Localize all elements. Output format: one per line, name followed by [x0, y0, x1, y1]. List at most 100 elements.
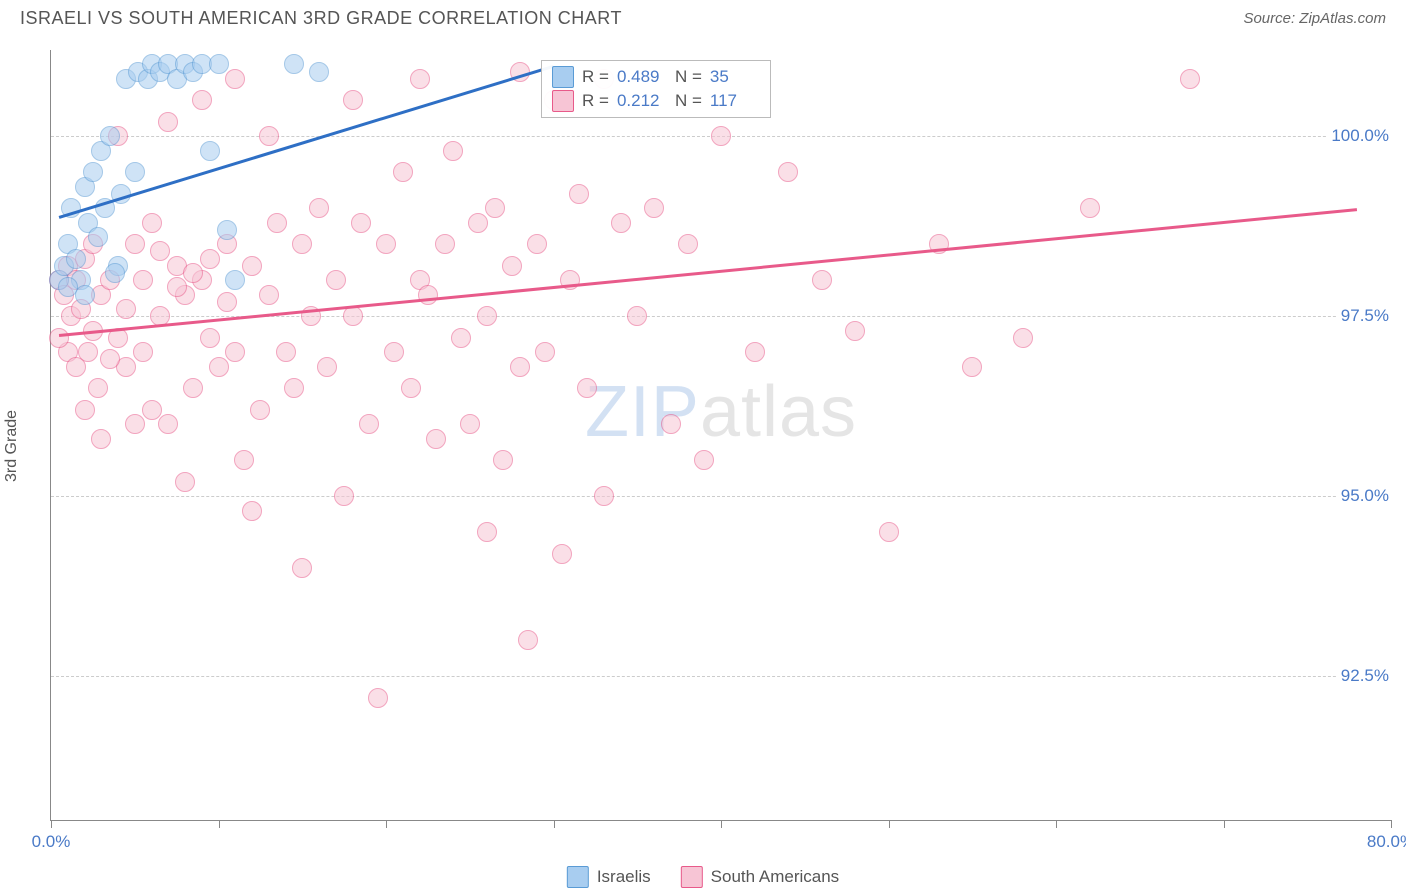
data-point [384, 342, 404, 362]
watermark: ZIPatlas [585, 371, 857, 453]
data-point [1080, 198, 1100, 218]
data-point [343, 90, 363, 110]
legend-label-south-americans: South Americans [711, 867, 840, 887]
data-point [242, 256, 262, 276]
x-tick [1391, 820, 1392, 828]
data-point [217, 292, 237, 312]
data-point [376, 234, 396, 254]
data-point [812, 270, 832, 290]
data-point [326, 270, 346, 290]
stats-n-label: N = [675, 67, 702, 87]
stats-r-value: 0.212 [617, 91, 667, 111]
data-point [577, 378, 597, 398]
data-point [192, 90, 212, 110]
data-point [91, 429, 111, 449]
stats-row: R =0.212N =117 [552, 89, 760, 113]
data-point [477, 522, 497, 542]
x-tick [889, 820, 890, 828]
data-point [284, 378, 304, 398]
data-point [401, 378, 421, 398]
data-point [276, 342, 296, 362]
data-point [292, 234, 312, 254]
data-point [167, 277, 187, 297]
data-point [259, 285, 279, 305]
data-point [158, 414, 178, 434]
data-point [100, 349, 120, 369]
data-point [183, 263, 203, 283]
data-point [661, 414, 681, 434]
stats-n-value: 35 [710, 67, 760, 87]
stats-n-label: N = [675, 91, 702, 111]
data-point [116, 299, 136, 319]
y-tick-label: 92.5% [1337, 666, 1393, 686]
data-point [125, 162, 145, 182]
data-point [158, 112, 178, 132]
data-point [535, 342, 555, 362]
legend-item-israelis: Israelis [567, 866, 651, 888]
data-point [88, 227, 108, 247]
data-point [368, 688, 388, 708]
data-point [426, 429, 446, 449]
legend: Israelis South Americans [567, 866, 839, 888]
data-point [88, 378, 108, 398]
data-point [518, 630, 538, 650]
chart-source: Source: ZipAtlas.com [1243, 10, 1386, 27]
gridline [51, 496, 1391, 497]
data-point [594, 486, 614, 506]
data-point [125, 414, 145, 434]
x-tick [554, 820, 555, 828]
stats-box: R =0.489N =35R =0.212N =117 [541, 60, 771, 118]
stats-r-value: 0.489 [617, 67, 667, 87]
data-point [200, 141, 220, 161]
watermark-zip: ZIP [585, 372, 700, 452]
data-point [694, 450, 714, 470]
data-point [49, 328, 69, 348]
data-point [962, 357, 982, 377]
data-point [477, 306, 497, 326]
data-point [267, 213, 287, 233]
stats-swatch [552, 90, 574, 112]
data-point [225, 69, 245, 89]
data-point [1180, 69, 1200, 89]
data-point [343, 306, 363, 326]
stats-swatch [552, 66, 574, 88]
data-point [778, 162, 798, 182]
y-tick-label: 100.0% [1327, 126, 1393, 146]
data-point [879, 522, 899, 542]
legend-swatch-south-americans [681, 866, 703, 888]
x-tick-label: 80.0% [1367, 832, 1406, 852]
y-axis-label: 3rd Grade [3, 410, 21, 482]
x-tick [1224, 820, 1225, 828]
data-point [502, 256, 522, 276]
data-point [200, 249, 220, 269]
data-point [259, 126, 279, 146]
data-point [510, 357, 530, 377]
stats-row: R =0.489N =35 [552, 65, 760, 89]
data-point [644, 198, 664, 218]
data-point [200, 328, 220, 348]
legend-item-south-americans: South Americans [681, 866, 840, 888]
trend-line [59, 64, 554, 218]
data-point [309, 198, 329, 218]
data-point [711, 126, 731, 146]
data-point [142, 400, 162, 420]
data-point [334, 486, 354, 506]
data-point [183, 378, 203, 398]
data-point [745, 342, 765, 362]
data-point [66, 357, 86, 377]
data-point [351, 213, 371, 233]
data-point [552, 544, 572, 564]
data-point [845, 321, 865, 341]
data-point [485, 198, 505, 218]
data-point [627, 306, 647, 326]
x-tick-label: 0.0% [32, 832, 71, 852]
data-point [105, 263, 125, 283]
data-point [250, 400, 270, 420]
data-point [242, 501, 262, 521]
data-point [284, 54, 304, 74]
data-point [217, 220, 237, 240]
data-point [209, 357, 229, 377]
legend-label-israelis: Israelis [597, 867, 651, 887]
y-tick-label: 95.0% [1337, 486, 1393, 506]
data-point [83, 162, 103, 182]
